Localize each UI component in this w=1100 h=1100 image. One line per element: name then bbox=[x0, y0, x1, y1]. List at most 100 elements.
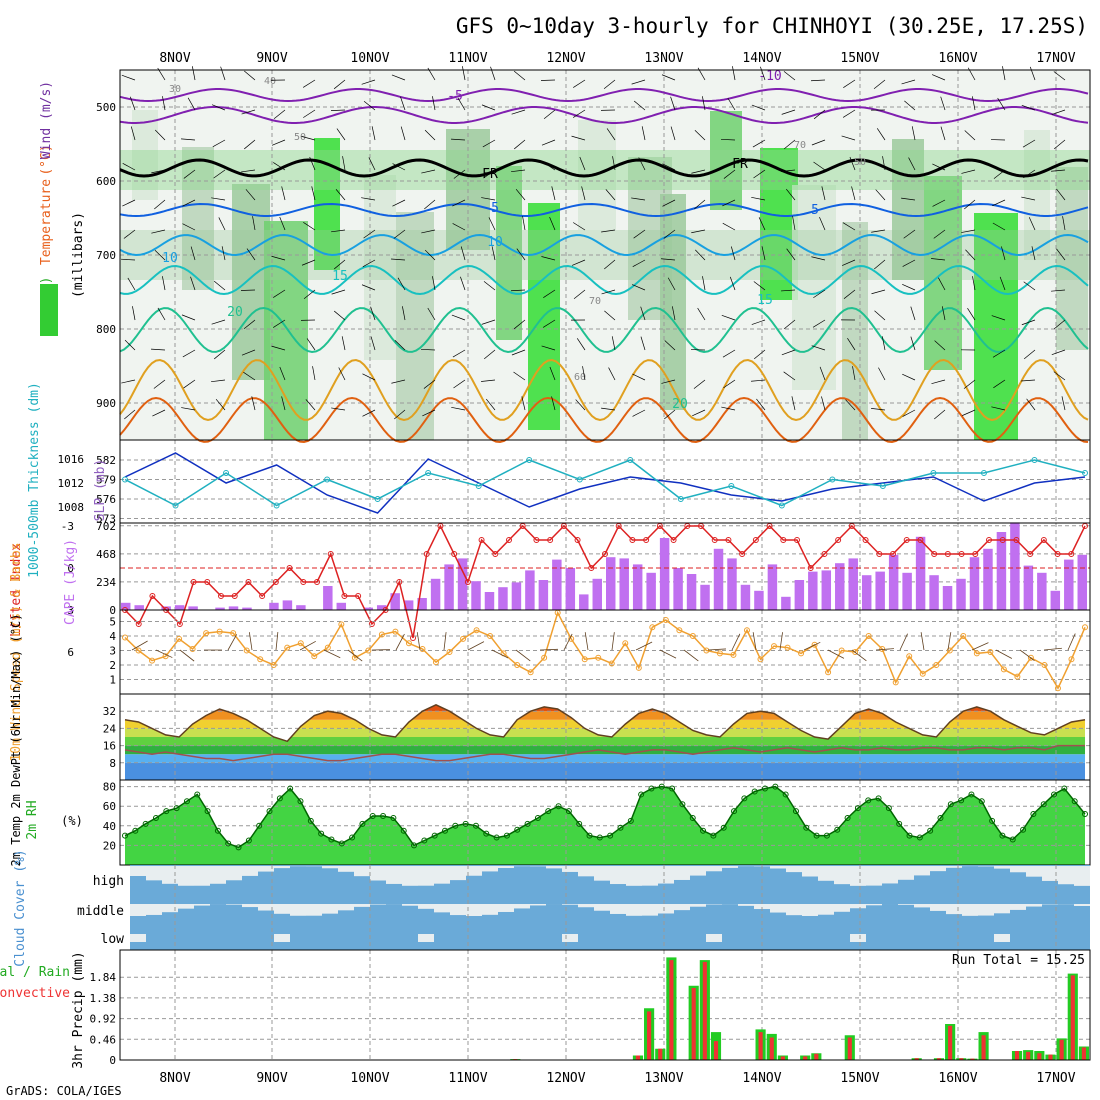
wind-barb bbox=[514, 139, 526, 150]
cape-bar bbox=[565, 568, 576, 610]
cloud-block-high bbox=[418, 866, 434, 886]
thickness-tick-label: 576 bbox=[96, 493, 116, 506]
cloud-cover-panel: high middle low Cloud Cover (%) bbox=[13, 849, 1090, 967]
cape-bar bbox=[996, 532, 1007, 610]
wind-barb bbox=[511, 289, 526, 292]
li-series-point bbox=[533, 537, 540, 543]
wind10m-barb bbox=[635, 641, 653, 651]
wind-barb bbox=[362, 373, 376, 381]
wind-barb bbox=[847, 338, 856, 351]
wind-speed-series-point bbox=[432, 659, 439, 666]
rh-series-point bbox=[1040, 801, 1047, 808]
temp-series-line bbox=[124, 703, 1086, 743]
wind-barb bbox=[640, 306, 646, 321]
wind10m-barb bbox=[248, 632, 253, 651]
wind-barb bbox=[903, 229, 916, 239]
wind-barb bbox=[245, 189, 256, 201]
wind-barb bbox=[664, 340, 676, 351]
wind-barb bbox=[181, 138, 196, 141]
cape-bar bbox=[376, 605, 387, 610]
li-series-point bbox=[478, 537, 485, 543]
rh-shading bbox=[892, 139, 924, 280]
wind-barb bbox=[933, 229, 946, 239]
wind-barb bbox=[549, 366, 556, 381]
wind-barb bbox=[485, 398, 496, 411]
wind-barb bbox=[756, 398, 766, 411]
wind-barb bbox=[752, 139, 766, 148]
li-series-point bbox=[725, 537, 732, 543]
cape-bar bbox=[1037, 572, 1047, 610]
cloud-block-high bbox=[450, 866, 466, 881]
wind-barb bbox=[601, 289, 616, 295]
cape-tick-label: 702 bbox=[96, 520, 116, 533]
wind-barb bbox=[871, 229, 886, 233]
wind-barb bbox=[751, 104, 766, 111]
wind-barb bbox=[1021, 105, 1036, 111]
cloud-block-high bbox=[786, 866, 802, 873]
rh-series-point bbox=[297, 798, 304, 805]
wind-barb bbox=[341, 336, 346, 351]
li-series-point bbox=[355, 593, 362, 599]
wind-barb bbox=[910, 336, 916, 351]
cape-bar bbox=[336, 602, 347, 610]
wind-barb bbox=[843, 79, 856, 88]
wind-barb bbox=[273, 109, 286, 120]
cape-bar bbox=[511, 582, 522, 610]
cape-bar bbox=[538, 580, 549, 610]
wind-barb bbox=[849, 156, 856, 171]
isotherm-5 bbox=[119, 202, 1089, 218]
cloud-block-high bbox=[834, 866, 850, 885]
li-series-point bbox=[341, 593, 348, 599]
wind-barb bbox=[281, 396, 286, 411]
wind-barb bbox=[451, 406, 466, 411]
freezing-level bbox=[119, 158, 1089, 178]
wind-barb bbox=[785, 188, 796, 201]
wind-barb bbox=[151, 169, 166, 174]
cloud-block-low bbox=[850, 934, 866, 942]
wind-barb bbox=[695, 249, 706, 261]
date-label-top: 10NOV bbox=[350, 51, 389, 66]
precip-conv-bar bbox=[769, 1037, 774, 1060]
rh-series-point bbox=[607, 832, 614, 839]
cloud-block-middle bbox=[354, 904, 370, 907]
bottom-date-labels: 8NOV 9NOV 10NOV 11NOV 12NOV 13NOV 14NOV 15NOV 16… bbox=[159, 1071, 1075, 1086]
rh-series-point bbox=[555, 803, 562, 810]
rh-series-point bbox=[999, 832, 1006, 839]
precip-tick-label: 0.46 bbox=[90, 1033, 117, 1046]
isotherm-minus5 bbox=[119, 106, 1089, 124]
wind-barb bbox=[811, 79, 826, 82]
wind-speed-series-point bbox=[338, 621, 345, 628]
rh-series-point bbox=[390, 814, 397, 821]
cape-bar bbox=[525, 570, 535, 610]
precip-conv-bar bbox=[1037, 1053, 1042, 1060]
wind-barb bbox=[368, 157, 376, 171]
rh-series-point bbox=[596, 834, 603, 841]
cloud-block-middle bbox=[450, 904, 466, 916]
li-series-point bbox=[547, 537, 554, 543]
thickness-series-point bbox=[980, 470, 987, 476]
wind-barb bbox=[488, 217, 496, 231]
li-series-point bbox=[368, 621, 375, 627]
wind10m-barb bbox=[563, 633, 573, 651]
rh-series-point bbox=[875, 795, 882, 802]
run-total-label: Run Total = 15.25 bbox=[952, 953, 1085, 968]
wind-barb bbox=[122, 163, 136, 171]
date-label-bottom: 11NOV bbox=[448, 1071, 487, 1086]
cape-bar bbox=[875, 571, 885, 610]
wind-barb bbox=[427, 307, 436, 321]
rh-series-point bbox=[823, 832, 830, 839]
rh-series-point bbox=[122, 832, 128, 839]
wind-barb bbox=[190, 276, 196, 291]
wind-speed-series-point bbox=[541, 654, 548, 661]
precip-conv-bar bbox=[658, 1048, 663, 1060]
wind-barb bbox=[481, 379, 496, 382]
li-series-point bbox=[629, 537, 636, 543]
wind-barb bbox=[460, 276, 466, 291]
cloud-block-middle bbox=[866, 904, 882, 906]
wind-barb bbox=[311, 186, 316, 201]
cape-bar bbox=[484, 592, 495, 610]
li-tick-label: -3 bbox=[61, 520, 74, 533]
wind-barb bbox=[481, 197, 496, 201]
cloud-level-label: high bbox=[93, 874, 124, 889]
wind-barb bbox=[811, 345, 826, 351]
